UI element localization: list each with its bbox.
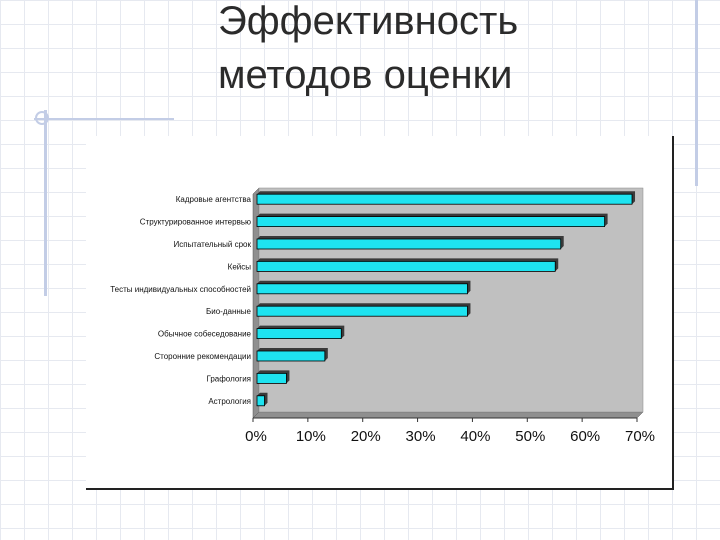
category-label: Астрология xyxy=(208,397,251,406)
slide-title-line-2: методов оценки xyxy=(218,53,513,97)
bar xyxy=(256,261,556,272)
decorative-line-right xyxy=(695,0,698,186)
category-label: Структурированное интервью xyxy=(140,218,251,227)
slide-title: Эффективность методов оценки xyxy=(218,0,698,102)
x-tick-label: 50% xyxy=(515,428,545,445)
decorative-circle xyxy=(35,111,49,125)
category-label: Кадровые агентства xyxy=(176,195,252,204)
category-label: Графология xyxy=(206,374,251,383)
x-tick-label: 60% xyxy=(570,428,600,445)
category-label: Кейсы xyxy=(228,262,252,271)
slide-title-line-1: Эффективность xyxy=(218,0,519,43)
bar xyxy=(256,238,562,250)
decorative-line-horizontal xyxy=(34,118,174,120)
bar xyxy=(256,193,633,205)
bar xyxy=(256,372,287,384)
category-label: Обычное собеседование xyxy=(158,330,252,339)
x-tick-label: 20% xyxy=(351,428,381,445)
category-label: Тесты индивидуальных способностей xyxy=(110,285,251,294)
x-tick-label: 10% xyxy=(296,428,326,445)
decorative-line-left xyxy=(44,110,47,296)
bar xyxy=(256,350,326,362)
x-tick-label: 0% xyxy=(245,428,267,445)
bar xyxy=(256,305,468,317)
bar xyxy=(256,395,265,407)
category-label: Био-данные xyxy=(206,307,252,316)
chart-container: 0% 10% 20% 30% 40% 50% 60% 70% Кадровые агентств… xyxy=(86,136,674,490)
bar xyxy=(256,283,468,295)
bar xyxy=(256,328,342,340)
x-tick-label: 40% xyxy=(460,428,490,445)
category-label: Сторонние рекомендации xyxy=(154,352,251,361)
category-label: Испытательный срок xyxy=(173,240,251,249)
plot-floor xyxy=(252,411,644,419)
x-tick-label: 30% xyxy=(406,428,436,445)
x-tick-label: 70% xyxy=(625,428,655,445)
bar xyxy=(256,216,606,227)
bar-chart: 0% 10% 20% 30% 40% 50% 60% 70% Кадровые агентств… xyxy=(110,187,655,445)
